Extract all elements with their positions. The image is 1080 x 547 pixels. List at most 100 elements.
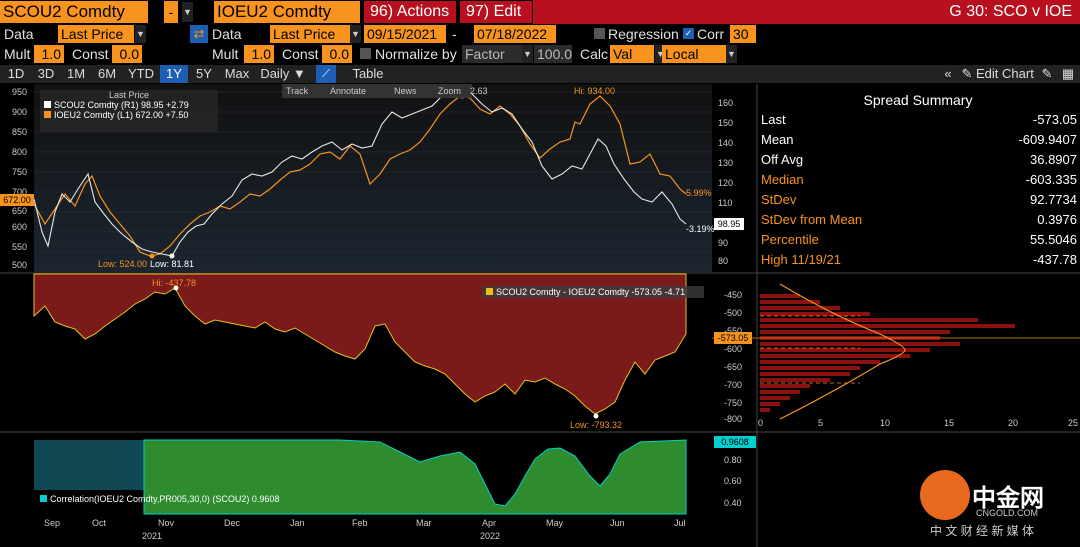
rtick-90: 90 bbox=[718, 238, 729, 248]
period-3d[interactable]: 3D bbox=[37, 66, 55, 81]
summary-value: 55.5046 bbox=[1030, 232, 1077, 247]
month-jan: Jan bbox=[290, 518, 305, 528]
edit-icon[interactable]: ✎ bbox=[1041, 66, 1053, 81]
summary-value: 0.3976 bbox=[1037, 212, 1077, 227]
mult1-input[interactable]: 1.0 bbox=[34, 45, 64, 63]
ytick-950: 950 bbox=[12, 87, 28, 97]
zoom-tool[interactable]: Zoom bbox=[438, 86, 462, 96]
period-6m[interactable]: 6M bbox=[97, 66, 117, 81]
actions-button[interactable]: 96) Actions bbox=[364, 1, 456, 23]
edit-button[interactable]: 97) Edit bbox=[460, 1, 532, 23]
end-date-input[interactable]: 07/18/2022 bbox=[474, 25, 556, 43]
pct-orange: 5.99% bbox=[686, 188, 712, 198]
normalize-checkbox[interactable] bbox=[360, 48, 371, 59]
month-jul: Jul bbox=[674, 518, 686, 528]
grid-icon[interactable]: ▦ bbox=[1061, 66, 1075, 81]
frequency-select[interactable]: Daily ▼ bbox=[260, 66, 306, 81]
calc-label: Calc bbox=[580, 46, 609, 62]
ioeu2-line bbox=[33, 95, 687, 257]
month-may: May bbox=[546, 518, 564, 528]
const2-input[interactable]: 0.0 bbox=[322, 45, 352, 63]
data1-dropdown-icon[interactable]: ▼ bbox=[135, 25, 146, 43]
period-ytd[interactable]: YTD bbox=[128, 66, 154, 81]
table-button[interactable]: Table bbox=[352, 66, 384, 81]
chart-tools: Track Annotate News Zoom bbox=[282, 84, 472, 98]
month-dec: Dec bbox=[224, 518, 241, 528]
corr-period-input[interactable]: 30 bbox=[730, 25, 756, 43]
data2-select[interactable]: Last Price bbox=[270, 25, 350, 43]
corr-checkbox[interactable]: ✓ bbox=[683, 28, 694, 39]
factor-select[interactable]: Factor bbox=[462, 45, 522, 63]
annotate-tool[interactable]: Annotate bbox=[330, 86, 367, 96]
period-1d[interactable]: 1D bbox=[7, 66, 25, 81]
rtick-160: 160 bbox=[718, 98, 734, 108]
stick-500: -500 bbox=[724, 308, 743, 318]
calc-select[interactable]: Val bbox=[610, 45, 654, 63]
month-mar: Mar bbox=[416, 518, 432, 528]
local-dropdown-icon[interactable]: ▼ bbox=[726, 45, 737, 63]
spread-legend: SCOU2 Comdty - IOEU2 Comdty -573.05 -4.7… bbox=[482, 286, 704, 298]
operator-dropdown-icon[interactable]: ▼ bbox=[182, 2, 193, 22]
histogram-sd-lines bbox=[760, 315, 860, 384]
right-current-badge: 98.95 bbox=[714, 218, 744, 230]
ytick-750: 750 bbox=[12, 167, 28, 177]
pct-white: -3.19% bbox=[686, 224, 715, 234]
edit-chart-button[interactable]: Edit Chart bbox=[976, 66, 1034, 81]
data1-select[interactable]: Last Price bbox=[58, 25, 134, 43]
line-chart-icon[interactable]: ⟋ bbox=[316, 65, 336, 83]
security2-field[interactable]: IOEU2 Comdty bbox=[214, 1, 360, 23]
period-max[interactable]: Max bbox=[224, 66, 250, 81]
collapse-icon[interactable]: « bbox=[944, 66, 952, 81]
factor-value-input[interactable]: 100.0 bbox=[534, 45, 572, 63]
security1-field[interactable]: SCOU2 Comdty bbox=[0, 1, 148, 23]
const1-label: Const bbox=[72, 46, 109, 62]
hist-xtick-5: 5 bbox=[818, 418, 824, 428]
rtick-140: 140 bbox=[718, 138, 734, 148]
spread-low-annotation: Low: -793.32 bbox=[570, 420, 623, 430]
rtick-130: 130 bbox=[718, 158, 734, 168]
summary-row: Last -573.05 bbox=[761, 110, 1077, 130]
summary-row: Mean -609.9407 bbox=[761, 130, 1077, 150]
histogram-normal-curve bbox=[779, 283, 906, 420]
const2-label: Const bbox=[282, 46, 319, 62]
swap-icon[interactable]: ⇄ bbox=[190, 25, 208, 43]
local-select[interactable]: Local bbox=[662, 45, 726, 63]
start-date-input[interactable]: 09/15/2021 bbox=[364, 25, 446, 43]
month-feb: Feb bbox=[352, 518, 368, 528]
minus-operator[interactable]: - bbox=[164, 1, 178, 23]
mult1-label: Mult bbox=[4, 46, 31, 62]
period-1m[interactable]: 1M bbox=[66, 66, 86, 81]
month-oct: Oct bbox=[92, 518, 107, 528]
spread-current-badge: -573.05 bbox=[714, 332, 752, 344]
track-tool[interactable]: Track bbox=[286, 86, 309, 96]
stick-700: -700 bbox=[724, 380, 743, 390]
corr-current-badge: 0.9608 bbox=[714, 436, 756, 448]
page-title: G 30: SCO v IOE bbox=[949, 3, 1072, 20]
legend-series1: SCOU2 Comdty (R1) 98.95 +2.79 bbox=[54, 100, 189, 110]
low-annotation-white: Low: 81.81 bbox=[150, 259, 195, 269]
data2-label: Data bbox=[212, 26, 242, 42]
factor-dropdown-icon[interactable]: ▼ bbox=[522, 45, 533, 63]
summary-key: High 11/19/21 bbox=[761, 252, 841, 267]
spread-area bbox=[33, 273, 687, 415]
pencil-icon[interactable]: ✎ bbox=[961, 66, 973, 81]
month-jun: Jun bbox=[610, 518, 625, 528]
hi-annotation: Hi: 934.00 bbox=[574, 86, 616, 96]
data2-dropdown-icon[interactable]: ▼ bbox=[350, 25, 361, 43]
summary-row: StDev 92.7734 bbox=[761, 190, 1077, 210]
const1-input[interactable]: 0.0 bbox=[112, 45, 142, 63]
regression-checkbox[interactable] bbox=[594, 28, 605, 39]
corr-area bbox=[143, 439, 687, 515]
legend-title: Last Price bbox=[108, 90, 150, 100]
news-tool[interactable]: News bbox=[394, 86, 417, 96]
ytick-600: 600 bbox=[12, 222, 28, 232]
price-legend: Last Price SCOU2 Comdty (R1) 98.95 +2.79… bbox=[40, 90, 218, 132]
summary-key: StDev from Mean bbox=[761, 212, 863, 227]
mult2-input[interactable]: 1.0 bbox=[244, 45, 274, 63]
calc-dropdown-icon[interactable]: ▼ bbox=[655, 45, 666, 63]
summary-row: Off Avg 36.8907 bbox=[761, 150, 1077, 170]
period-5y[interactable]: 5Y bbox=[196, 66, 212, 81]
title-bar: G 30: SCO v IOE bbox=[533, 0, 1080, 24]
period-1y[interactable]: 1Y bbox=[160, 65, 188, 83]
chart-area bbox=[0, 84, 1080, 547]
